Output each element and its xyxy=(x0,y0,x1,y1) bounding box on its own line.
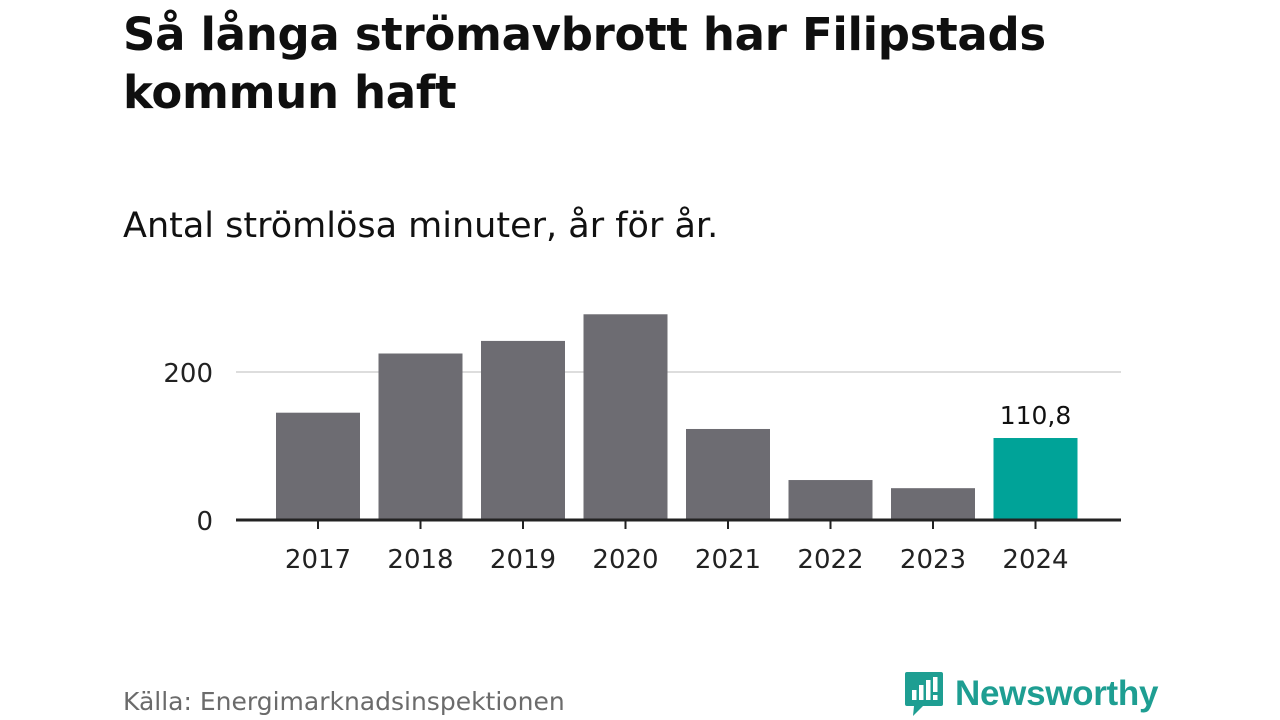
chart-subtitle: Antal strömlösa minuter, år för år. xyxy=(123,206,719,246)
x-tick-label: 2021 xyxy=(695,545,761,575)
bar-2022 xyxy=(788,480,873,520)
bar-2019 xyxy=(481,340,565,520)
newsworthy-logo-icon xyxy=(905,672,943,716)
x-tick-label: 2018 xyxy=(387,545,453,575)
source-note: Källa: Energimarknadsinspektionen xyxy=(123,687,565,716)
bar-2024 xyxy=(993,438,1078,520)
bar-2023 xyxy=(891,488,975,520)
bar-2020 xyxy=(583,314,668,520)
x-tick-label: 2020 xyxy=(592,545,658,575)
brand-name: Newsworthy xyxy=(955,674,1159,713)
x-tick-label: 2024 xyxy=(1002,545,1068,575)
y-tick-label: 0 xyxy=(196,507,213,537)
x-tick-label: 2023 xyxy=(900,545,966,575)
x-tick-label: 2017 xyxy=(285,545,351,575)
y-tick-label: 200 xyxy=(163,359,213,389)
bar-2017 xyxy=(276,412,360,520)
chart-title: Så långa strömavbrott har Filipstads kom… xyxy=(123,8,1046,119)
newsworthy-logo: Newsworthy xyxy=(903,670,1158,718)
bar-2021 xyxy=(686,428,770,520)
bar-2018 xyxy=(378,353,463,520)
data-label: 110,8 xyxy=(1000,401,1072,430)
x-tick-label: 2022 xyxy=(797,545,863,575)
x-tick-label: 2019 xyxy=(490,545,556,575)
